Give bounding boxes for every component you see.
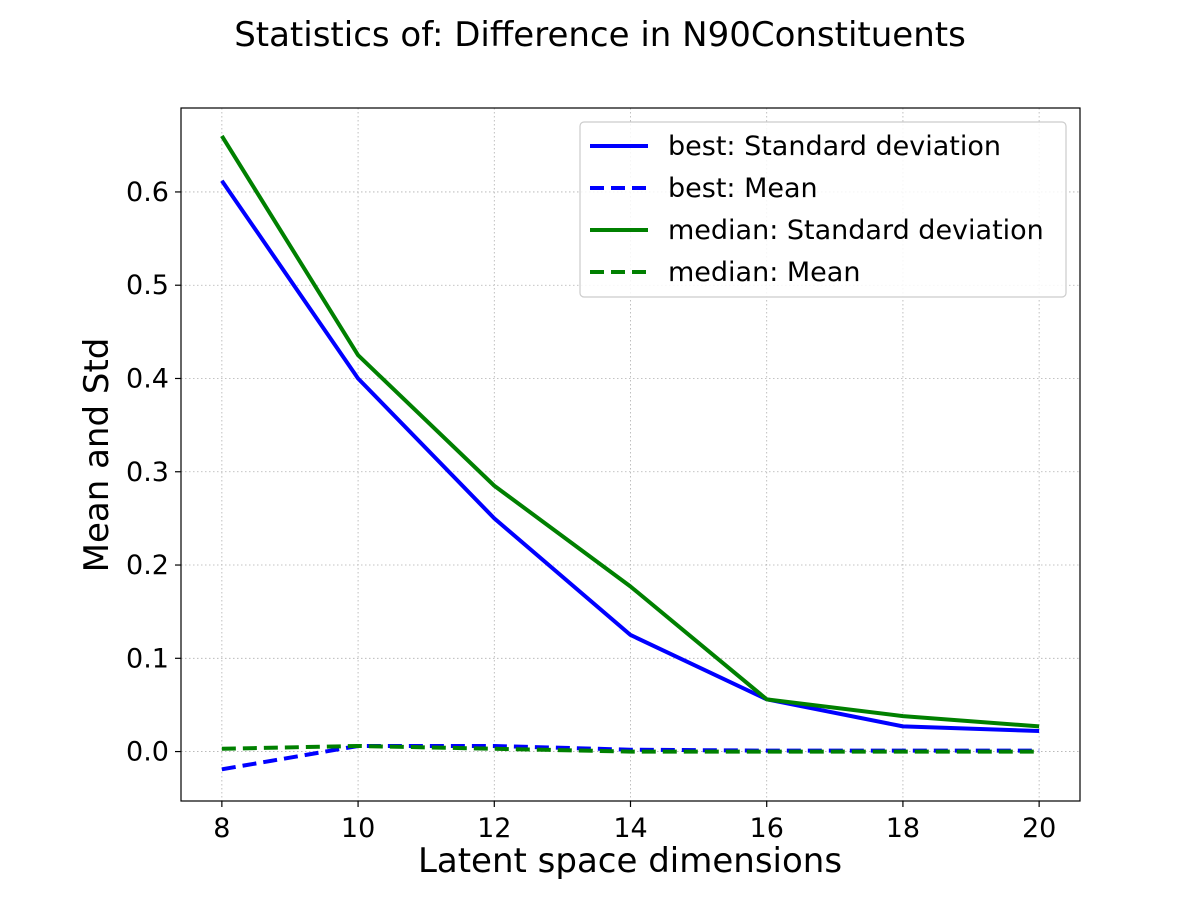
series-line-best-mean [221, 743, 1040, 772]
series-line-median-standard-deviation [220, 134, 1040, 729]
y-axis-label: Mean and Std [77, 338, 117, 573]
x-tick-label: 12 [477, 813, 511, 844]
axis-ticks: 8 10 12 14 16 18 20 0.0 0.1 0.2 0.3 0.4 0.5 0.6 [126, 177, 1056, 844]
y-tick-label: 0.5 [126, 270, 169, 301]
series-lines [220, 134, 1040, 772]
x-tick-label: 10 [341, 813, 375, 844]
legend-box [579, 121, 1067, 298]
legend-label: median: Standard deviation [668, 215, 1044, 246]
x-tick-label: 18 [886, 813, 920, 844]
y-tick-label: 0.4 [126, 363, 169, 394]
y-tick-label: 0.6 [126, 177, 169, 208]
y-tick-label: 0.1 [126, 643, 169, 674]
series-line-median-mean [221, 743, 1040, 754]
x-tick-label: 8 [213, 813, 230, 844]
series-line-best-standard-deviation [220, 179, 1040, 734]
x-axis-label: Latent space dimensions [418, 841, 842, 881]
x-tick-label: 14 [613, 813, 647, 844]
y-tick-label: 0.2 [126, 550, 169, 581]
x-tick-label: 16 [750, 813, 784, 844]
legend: best: Standard deviation best: Mean median… [579, 121, 1067, 298]
chart-title: Statistics of: Difference in N90Constitu… [234, 15, 966, 55]
legend-label: best: Standard deviation [668, 131, 1001, 162]
y-tick-label: 0.3 [126, 457, 169, 488]
legend-label: best: Mean [668, 173, 818, 204]
legend-label: median: Mean [668, 257, 860, 288]
y-tick-label: 0.0 [126, 737, 169, 768]
x-tick-label: 20 [1022, 813, 1056, 844]
